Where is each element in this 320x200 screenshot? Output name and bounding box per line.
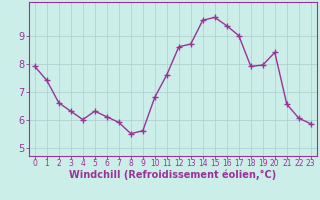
X-axis label: Windchill (Refroidissement éolien,°C): Windchill (Refroidissement éolien,°C) (69, 169, 276, 180)
